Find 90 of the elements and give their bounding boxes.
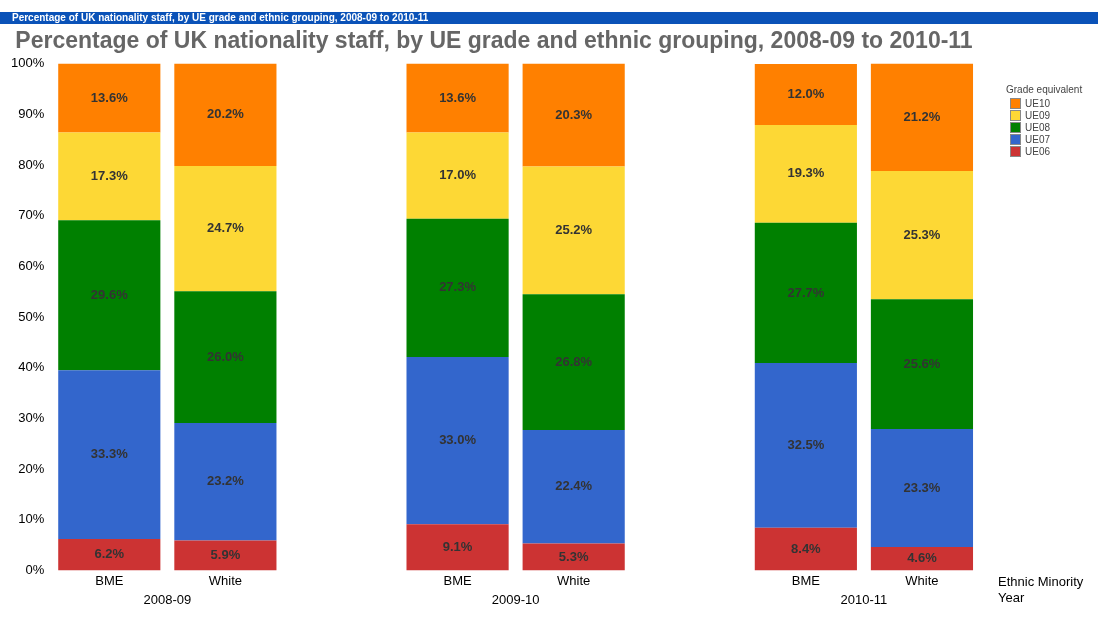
bar xyxy=(58,370,161,539)
data-label: 26.0% xyxy=(206,348,245,364)
x-axis-title: Ethnic Minority xyxy=(998,574,1084,590)
bar xyxy=(754,527,857,571)
y-tick-label: 40% xyxy=(18,359,45,375)
bar xyxy=(870,547,974,571)
bar xyxy=(522,430,625,544)
text: 2010-11 xyxy=(840,592,888,608)
legend-label: UE07 xyxy=(1025,133,1051,145)
chart-title: Percentage of UK nationality staff, by UE grade and ethnic grouping, 2008-09 to 2010-11 xyxy=(15,27,973,54)
bar xyxy=(406,218,509,358)
data-label: 25.6% xyxy=(903,355,941,371)
text: Percentage of UK nationality staff, by UE grade and ethnic grouping, 2008-09 to 2010-11 xyxy=(0,12,1098,24)
data-label: 33.0% xyxy=(439,432,477,448)
bar xyxy=(522,63,625,167)
bar xyxy=(174,291,277,423)
y-tick-label: 90% xyxy=(18,105,45,121)
bar xyxy=(58,220,161,371)
data-label: 12.0% xyxy=(787,86,825,102)
bar xyxy=(58,132,161,221)
legend-label: UE08 xyxy=(1025,121,1051,133)
data-label: 6.2% xyxy=(94,546,125,562)
bar xyxy=(406,132,509,219)
bar xyxy=(406,357,509,525)
data-label: 19.3% xyxy=(787,165,825,181)
data-label: 20.2% xyxy=(206,106,245,122)
data-label: 4.6% xyxy=(907,550,938,566)
data-label: 32.5% xyxy=(787,437,825,453)
data-label: 20.3% xyxy=(555,106,593,122)
data-label: 27.3% xyxy=(439,279,477,295)
bar xyxy=(870,171,974,300)
data-label: 13.6% xyxy=(439,89,477,105)
x-tick-label: BME xyxy=(95,572,124,588)
bar xyxy=(522,294,625,431)
y-tick-label: 10% xyxy=(18,511,45,527)
legend-label: UE06 xyxy=(1025,145,1051,157)
x-tick-label: White xyxy=(905,572,939,588)
bar xyxy=(174,165,277,292)
legend-label: UE09 xyxy=(1025,109,1051,121)
y-tick-label: 60% xyxy=(18,257,45,273)
y-tick-label: 100% xyxy=(11,55,45,71)
bar xyxy=(870,63,974,172)
text: 2009-10 xyxy=(491,592,540,608)
data-label: 33.3% xyxy=(90,446,129,462)
data-label: 26.8% xyxy=(555,353,593,369)
y-tick-label: 50% xyxy=(18,308,45,324)
bar xyxy=(754,363,857,528)
text: Year xyxy=(998,590,1025,606)
data-label: 5.3% xyxy=(558,548,589,564)
x-tick-label: White xyxy=(557,572,591,588)
y-tick-label: 0% xyxy=(25,561,45,577)
bar xyxy=(870,429,974,548)
bar xyxy=(58,63,161,133)
bar xyxy=(522,543,625,571)
data-label: 27.7% xyxy=(787,284,825,300)
y-tick-label: 70% xyxy=(18,207,45,223)
data-label: 5.9% xyxy=(210,547,241,563)
bar xyxy=(754,222,857,364)
bar xyxy=(406,524,509,571)
data-label: 13.6% xyxy=(90,89,129,105)
text: 2008-09 xyxy=(143,592,192,608)
data-label: 24.7% xyxy=(206,220,245,236)
legend-label: UE10 xyxy=(1025,97,1051,109)
data-label: 22.4% xyxy=(555,478,593,494)
bar xyxy=(754,124,857,223)
x-tick-label: BME xyxy=(443,572,472,588)
data-label: 25.2% xyxy=(555,221,593,237)
data-label: 23.2% xyxy=(206,473,245,489)
data-label: 17.0% xyxy=(439,167,477,183)
bar xyxy=(174,63,277,166)
data-label: 9.1% xyxy=(442,538,473,554)
bar xyxy=(58,538,161,571)
y-tick-label: 30% xyxy=(18,409,45,425)
data-label: 21.2% xyxy=(903,108,941,124)
data-label: 29.6% xyxy=(90,286,129,302)
bar xyxy=(754,64,857,125)
y-tick-label: 80% xyxy=(18,156,45,172)
bar xyxy=(870,299,974,429)
x-tick-label: BME xyxy=(791,572,821,588)
data-label: 17.3% xyxy=(90,167,129,183)
bar xyxy=(522,166,625,295)
x-tick-label: White xyxy=(208,572,243,588)
bar xyxy=(174,540,277,571)
y-tick-label: 20% xyxy=(18,460,45,476)
bar xyxy=(174,422,277,541)
bar xyxy=(406,63,509,133)
legend-title: Grade equivalent xyxy=(1006,84,1084,95)
data-label: 23.3% xyxy=(903,479,941,495)
data-label: 25.3% xyxy=(903,226,941,242)
data-label: 8.4% xyxy=(791,540,822,556)
